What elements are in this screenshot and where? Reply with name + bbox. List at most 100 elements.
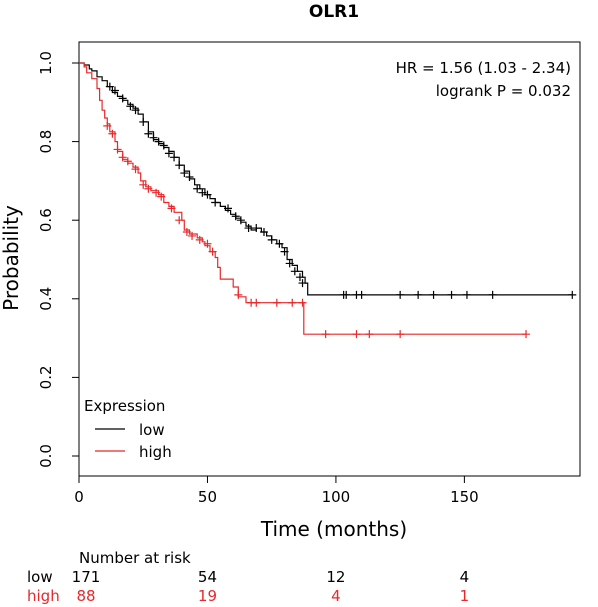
y-axis-title: Probability [0, 205, 23, 311]
y-axis: 0.0 0.2 0.4 0.6 0.8 1.0 [37, 51, 79, 468]
censor-mark-low [236, 216, 245, 225]
legend: Expression low high [84, 397, 172, 461]
censor-mark-low [275, 239, 284, 248]
x-tick-label: 100 [322, 488, 351, 506]
censor-mark-low [180, 169, 189, 178]
censor-mark-high [175, 216, 184, 225]
censor-mark-high [365, 330, 374, 339]
censor-mark-low [568, 290, 577, 299]
censor-mark-low [110, 86, 119, 95]
censor-mark-high [103, 121, 112, 130]
censor-mark-low [198, 188, 207, 197]
censor-mark-high [252, 298, 261, 307]
censor-mark-high [321, 330, 330, 339]
censor-mark-low [267, 235, 276, 244]
censor-mark-low [429, 290, 438, 299]
censor-mark-low [164, 149, 173, 158]
censor-mark-low [203, 190, 212, 199]
risk-table-title: Number at risk [79, 549, 191, 567]
hr-annotation: HR = 1.56 (1.03 - 2.34) [396, 59, 571, 77]
x-tick-label: 50 [198, 488, 217, 506]
censor-mark-low [285, 259, 294, 268]
censor-mark-low [259, 227, 268, 236]
censor-mark-low [280, 247, 289, 256]
censor-mark-high [522, 330, 531, 339]
censor-mark-low [131, 106, 140, 115]
plot-frame [78, 41, 581, 477]
censor-mark-high [195, 235, 204, 244]
legend-title: Expression [84, 397, 165, 415]
censor-mark-high [396, 330, 405, 339]
censor-mark-low [139, 117, 148, 126]
censor-mark-low [298, 279, 307, 288]
x-tick-label: 0 [74, 488, 84, 506]
censor-mark-high [352, 330, 361, 339]
risk-count-high: 88 [76, 587, 95, 605]
censor-mark-low [159, 141, 168, 150]
censor-mark-high [139, 180, 148, 189]
censor-mark-low [295, 273, 304, 282]
censor-mark-high [203, 239, 212, 248]
logrank-annotation: logrank P = 0.032 [436, 82, 571, 100]
censor-mark-low [224, 204, 233, 213]
risk-count-low: 54 [198, 568, 217, 586]
censor-mark-low [170, 153, 179, 162]
series-layer [79, 62, 577, 339]
censor-mark-low [126, 102, 135, 111]
y-tick-label: 0.8 [37, 130, 55, 154]
censor-mark-low [211, 198, 220, 207]
censor-mark-low [488, 290, 497, 299]
censor-mark-high [188, 231, 197, 240]
risk-count-high: 4 [331, 587, 341, 605]
y-tick-label: 1.0 [37, 51, 55, 75]
censor-mark-high [108, 129, 117, 138]
censor-mark-low [396, 290, 405, 299]
censor-mark-high [272, 298, 281, 307]
censor-mark-low [290, 267, 299, 276]
y-tick-label: 0.2 [37, 365, 55, 389]
risk-row-label-low: low [27, 568, 53, 586]
censor-mark-low [447, 290, 456, 299]
censor-mark-low [118, 94, 127, 103]
censor-mark-high [208, 247, 217, 256]
y-tick-label: 0.6 [37, 208, 55, 232]
risk-row-label-high: high [27, 587, 60, 605]
risk-count-low: 4 [460, 568, 470, 586]
legend-label-high: high [139, 443, 172, 461]
censor-mark-high [131, 165, 140, 174]
chart-title: OLR1 [309, 2, 359, 22]
censor-mark-high [234, 290, 243, 299]
censor-mark-low [105, 82, 114, 91]
censor-mark-low [357, 290, 366, 299]
censor-mark-low [185, 172, 194, 181]
censor-mark-high [118, 153, 127, 162]
censor-mark-high [167, 204, 176, 213]
censor-mark-low [414, 290, 423, 299]
censor-mark-high [144, 184, 153, 193]
censor-mark-low [144, 129, 153, 138]
censor-mark-low [154, 137, 163, 146]
risk-count-low: 12 [326, 568, 345, 586]
censor-mark-high [182, 227, 191, 236]
censor-mark-high [123, 157, 132, 166]
x-tick-label: 150 [450, 488, 479, 506]
censor-mark-high [288, 298, 297, 307]
risk-count-low: 171 [72, 568, 101, 586]
x-axis: 0 50 100 150 [74, 476, 479, 506]
censor-mark-low [175, 161, 184, 170]
censor-mark-high [157, 192, 166, 201]
legend-label-low: low [139, 421, 165, 439]
censor-mark-low [462, 290, 471, 299]
y-tick-label: 0.4 [37, 287, 55, 311]
censor-mark-low [244, 224, 253, 233]
censor-mark-low [193, 184, 202, 193]
censor-mark-low [231, 212, 240, 221]
risk-count-high: 19 [198, 587, 217, 605]
survival-curve-high [79, 62, 526, 335]
censor-mark-low [342, 290, 351, 299]
censor-mark-high [152, 188, 161, 197]
censor-mark-low [252, 224, 261, 233]
